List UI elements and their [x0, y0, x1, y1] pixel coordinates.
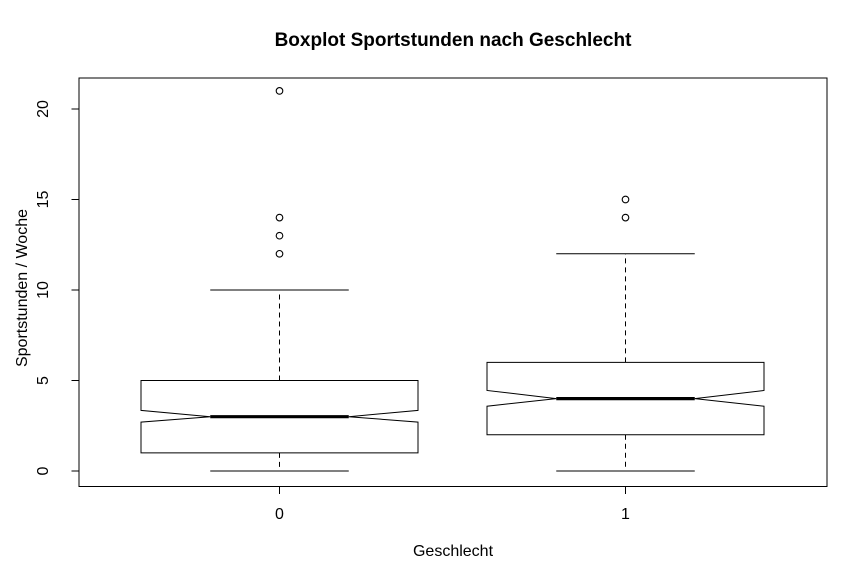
- outlier-point: [275, 87, 284, 95]
- y-tick-label: 0: [35, 466, 52, 475]
- x-tick-label: 1: [621, 506, 630, 523]
- outlier-point: [275, 231, 284, 240]
- chart-title: Boxplot Sportstunden nach Geschlecht: [275, 30, 632, 51]
- y-tick-label: 10: [35, 281, 52, 299]
- y-tick-label: 5: [35, 376, 52, 385]
- x-tick-label: 0: [275, 506, 284, 523]
- y-tick-label: 20: [35, 100, 52, 118]
- plot-border: [78, 77, 828, 487]
- outlier-point: [275, 249, 284, 258]
- x-axis-label: Geschlecht: [413, 543, 494, 560]
- y-axis-label: Sportstunden / Woche: [14, 209, 31, 367]
- outlier-point: [621, 213, 630, 222]
- outlier-point: [621, 195, 630, 204]
- outlier-point: [275, 213, 284, 222]
- plot-area: 0 5 10 15 20 0 1: [35, 77, 828, 523]
- y-tick-label: 15: [35, 191, 52, 209]
